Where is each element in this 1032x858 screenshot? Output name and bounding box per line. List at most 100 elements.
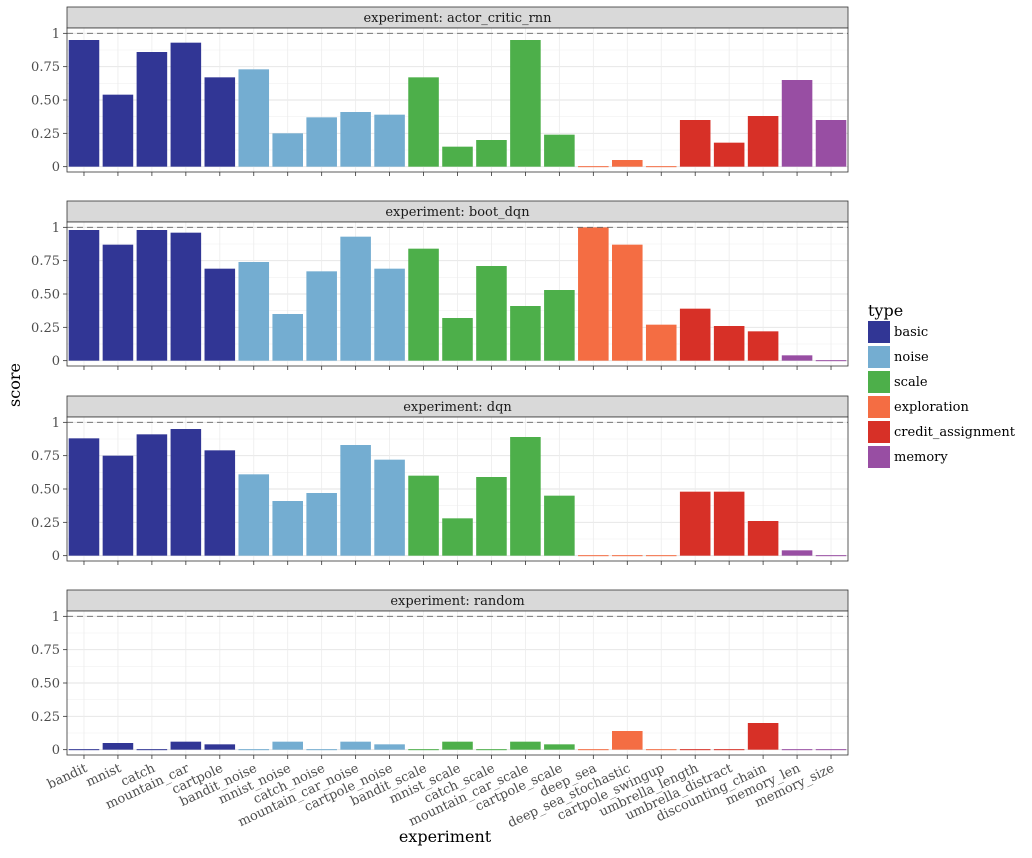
bar-cartpole_scale bbox=[544, 290, 575, 361]
bar-deep_sea_stochastic bbox=[612, 731, 643, 750]
bar-mnist_scale bbox=[442, 518, 473, 556]
bar-umbrella_length bbox=[679, 120, 711, 167]
bar-deep_sea bbox=[578, 749, 609, 751]
bar-bandit bbox=[68, 40, 100, 167]
legend-key-exploration bbox=[868, 396, 890, 418]
y-tick-label: 0 bbox=[52, 354, 60, 369]
legend-title: type bbox=[868, 301, 903, 320]
facet-panel-random: experiment: random 0 0.25 0.50 0.75 1 bbox=[31, 589, 849, 759]
bar-mountain_car_noise bbox=[340, 445, 371, 556]
bar-umbrella_length bbox=[679, 491, 711, 556]
bar-bandit_noise bbox=[238, 749, 270, 751]
legend-label: exploration bbox=[894, 400, 970, 415]
bar-cartpole bbox=[204, 744, 236, 750]
bar-catch_scale bbox=[476, 140, 507, 167]
bar-catch_scale bbox=[476, 749, 507, 751]
bar-cartpole_noise bbox=[374, 268, 405, 361]
bar-bandit bbox=[68, 230, 100, 361]
bar-mountain_car bbox=[170, 42, 202, 167]
y-tick-label: 0.25 bbox=[31, 321, 60, 336]
bar-cartpole_swingup bbox=[645, 166, 677, 168]
facet-strip-label: experiment: dqn bbox=[403, 400, 512, 415]
legend-key-scale bbox=[868, 371, 890, 393]
bar-memory_size bbox=[815, 120, 847, 167]
y-tick-label: 0 bbox=[52, 743, 60, 758]
bar-bandit_noise bbox=[238, 474, 270, 556]
bar-cartpole bbox=[204, 450, 236, 556]
bar-memory_len bbox=[781, 355, 813, 361]
bar-umbrella_distract bbox=[713, 749, 745, 751]
facet-strip-label: experiment: actor_critic_rnn bbox=[363, 11, 552, 26]
bar-mnist bbox=[102, 743, 134, 750]
bar-umbrella_length bbox=[679, 308, 711, 361]
bar-mnist_noise bbox=[272, 741, 303, 750]
bar-cartpole_swingup bbox=[645, 555, 677, 557]
y-tick-label: 1 bbox=[52, 221, 60, 236]
bar-catch_noise bbox=[306, 271, 337, 361]
bar-umbrella_distract bbox=[713, 326, 745, 361]
bar-umbrella_distract bbox=[713, 142, 745, 167]
bar-catch bbox=[136, 52, 168, 167]
bar-cartpole_noise bbox=[374, 114, 405, 167]
bar-bandit_scale bbox=[408, 77, 439, 167]
bar-catch_noise bbox=[306, 749, 337, 751]
bar-mnist bbox=[102, 244, 134, 361]
bar-cartpole bbox=[204, 77, 236, 167]
y-tick-label: 0 bbox=[52, 160, 60, 175]
y-tick-label: 0.25 bbox=[31, 127, 60, 142]
y-tick-label: 0.50 bbox=[31, 288, 60, 303]
bar-mnist_noise bbox=[272, 133, 303, 167]
bar-bandit bbox=[68, 749, 100, 751]
y-tick-label: 0.75 bbox=[31, 254, 60, 269]
bar-catch bbox=[136, 230, 168, 361]
y-tick-label: 1 bbox=[52, 416, 60, 431]
legend: type basic noise scale exploration credit_as… bbox=[868, 301, 1016, 468]
bar-mountain_car bbox=[170, 232, 202, 361]
bar-cartpole_noise bbox=[374, 459, 405, 556]
facet-strip-label: experiment: boot_dqn bbox=[385, 205, 530, 220]
y-tick-label: 0.75 bbox=[31, 449, 60, 464]
bar-cartpole_scale bbox=[544, 134, 575, 167]
bar-bandit bbox=[68, 438, 100, 556]
bar-catch bbox=[136, 434, 168, 556]
bar-mnist_noise bbox=[272, 314, 303, 361]
y-tick-label: 0.50 bbox=[31, 483, 60, 498]
bar-mountain_car bbox=[170, 429, 202, 556]
y-tick-label: 0 bbox=[52, 549, 60, 564]
bar-deep_sea bbox=[578, 555, 609, 557]
facet-panels: experiment: actor_critic_rnn 0 0.25 0.50 0.7… bbox=[31, 6, 849, 759]
bar-mountain_car_scale bbox=[510, 741, 541, 750]
legend-key-memory bbox=[868, 446, 890, 468]
bar-catch_scale bbox=[476, 266, 507, 361]
bar-catch_noise bbox=[306, 493, 337, 556]
bar-cartpole_swingup bbox=[645, 749, 677, 751]
bar-memory_size bbox=[815, 360, 847, 362]
bar-discounting_chain bbox=[747, 116, 779, 167]
legend-label: noise bbox=[894, 350, 929, 365]
y-tick-label: 0.50 bbox=[31, 677, 60, 692]
bar-bandit_noise bbox=[238, 69, 270, 167]
y-tick-label: 1 bbox=[52, 27, 60, 42]
bar-deep_sea_stochastic bbox=[612, 244, 643, 361]
legend-key-credit_assignment bbox=[868, 421, 890, 443]
bar-mountain_car_scale bbox=[510, 437, 541, 556]
y-tick-label: 0.75 bbox=[31, 60, 60, 75]
legend-key-basic bbox=[868, 321, 890, 343]
bar-discounting_chain bbox=[747, 331, 779, 361]
legend-label: memory bbox=[894, 450, 948, 465]
bar-mountain_car_scale bbox=[510, 306, 541, 361]
bar-catch bbox=[136, 749, 168, 751]
bar-mountain_car_noise bbox=[340, 236, 371, 361]
facet-panel-dqn: experiment: dqn 0 0.25 0.50 0.75 1 bbox=[31, 395, 849, 565]
legend-label: credit_assignment bbox=[894, 425, 1016, 440]
bar-umbrella_distract bbox=[713, 491, 745, 556]
y-tick-label: 1 bbox=[52, 610, 60, 625]
bar-mnist bbox=[102, 94, 134, 167]
bar-mnist_scale bbox=[442, 146, 473, 167]
bar-cartpole_scale bbox=[544, 744, 575, 750]
bar-deep_sea bbox=[578, 227, 609, 361]
bar-memory_size bbox=[815, 749, 847, 751]
legend-label: scale bbox=[894, 375, 928, 390]
bar-mountain_car_noise bbox=[340, 741, 371, 750]
bar-umbrella_length bbox=[679, 749, 711, 751]
